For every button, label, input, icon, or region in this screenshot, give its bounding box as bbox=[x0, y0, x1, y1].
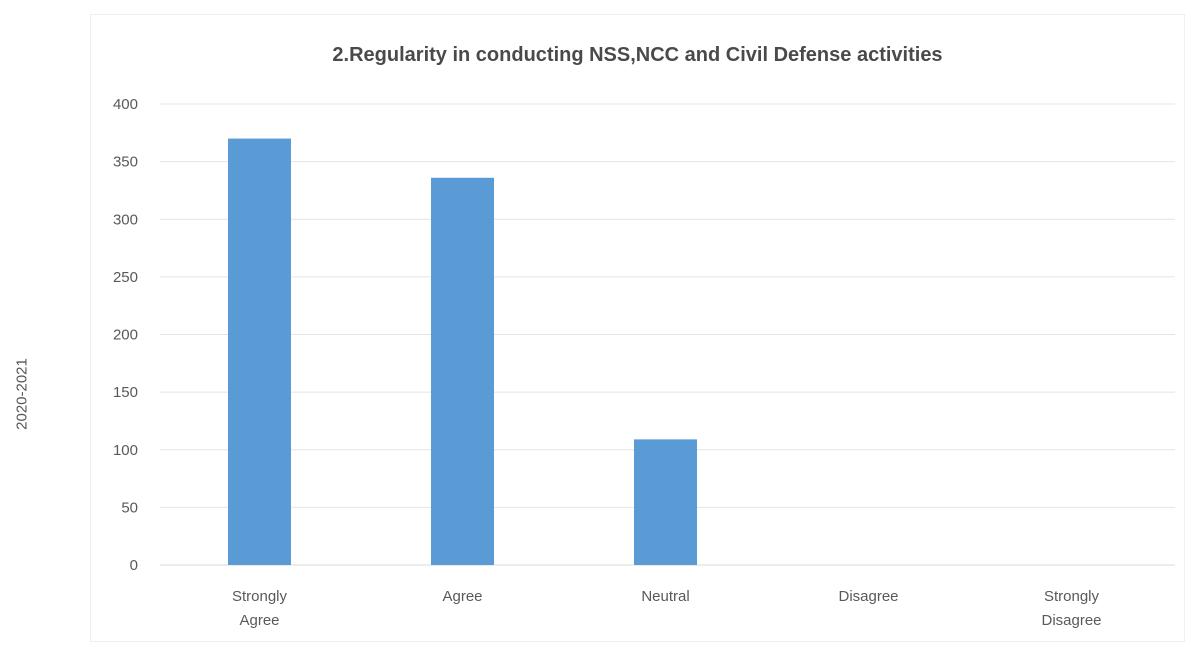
x-tick-label-0: Strongly Agree bbox=[232, 588, 288, 629]
bar-0 bbox=[228, 138, 291, 565]
y-tick-label: 300 bbox=[113, 211, 138, 228]
bar-2 bbox=[634, 439, 697, 565]
x-tick-label-3: Disagree bbox=[838, 588, 898, 605]
y-tick-label: 50 bbox=[121, 499, 138, 516]
y-tick-label: 150 bbox=[113, 384, 138, 401]
bar-1 bbox=[431, 177, 494, 565]
y-tick-label: 350 bbox=[113, 154, 138, 171]
x-tick-label-line: Agree bbox=[442, 588, 482, 605]
chart-title: 2.Regularity in conducting NSS,NCC and C… bbox=[332, 44, 943, 66]
x-tick-label-line: Strongly bbox=[232, 588, 288, 605]
x-tick-label-line: Disagree bbox=[838, 588, 898, 605]
y-tick-label: 100 bbox=[113, 442, 138, 459]
x-tick-label-1: Agree bbox=[442, 588, 482, 605]
y-tick-label: 200 bbox=[113, 327, 138, 344]
x-tick-label-line: Disagree bbox=[1041, 612, 1101, 629]
x-tick-label-2: Neutral bbox=[641, 588, 689, 605]
x-tick-label-line: Strongly bbox=[1044, 588, 1100, 605]
x-tick-label-line: Neutral bbox=[641, 588, 689, 605]
chart-frame bbox=[90, 14, 1185, 642]
y-tick-label: 250 bbox=[113, 269, 138, 286]
y-tick-label: 0 bbox=[130, 557, 138, 574]
x-tick-label-4: Strongly Disagree bbox=[1041, 588, 1101, 629]
y-tick-label: 400 bbox=[113, 96, 138, 113]
x-tick-label-line: Agree bbox=[239, 612, 279, 629]
